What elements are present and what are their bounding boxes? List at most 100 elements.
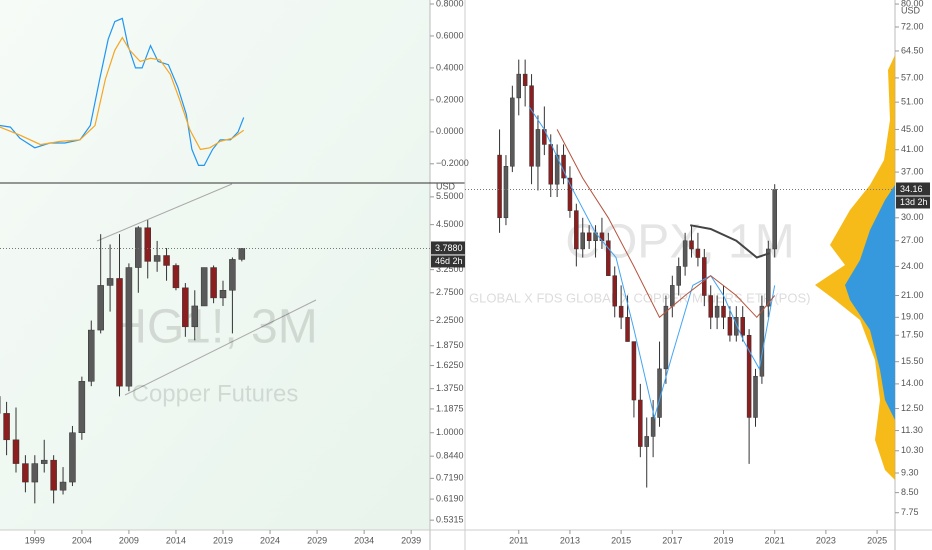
volume-profile bbox=[815, 55, 895, 480]
candle-body bbox=[759, 305, 765, 377]
x-tick-label: 1999 bbox=[25, 535, 45, 545]
moving-average bbox=[690, 224, 770, 259]
x-tick-label: 2004 bbox=[72, 535, 92, 545]
candle-body bbox=[670, 285, 675, 307]
candle-body bbox=[734, 317, 739, 336]
candle-body bbox=[78, 381, 86, 433]
left-pane-bg bbox=[0, 0, 430, 530]
candle-body bbox=[586, 232, 592, 241]
x-tick-label: 2039 bbox=[401, 535, 421, 545]
candle-body bbox=[97, 285, 104, 331]
candle-body bbox=[163, 255, 170, 266]
y-tick-label: 5.5000 bbox=[436, 191, 464, 201]
x-tick-label: 2021 bbox=[765, 535, 785, 545]
candle-body bbox=[746, 334, 752, 418]
x-tick-label: 2014 bbox=[166, 535, 186, 545]
candle-body bbox=[106, 278, 114, 286]
last-price-box bbox=[896, 182, 930, 196]
countdown-box bbox=[896, 196, 930, 209]
candle-body bbox=[12, 439, 20, 464]
candle-body bbox=[503, 166, 509, 219]
y-tick-label: 0.8000 bbox=[436, 0, 464, 8]
x-tick-label: 2019 bbox=[713, 535, 733, 545]
countdown-label: 46d 2h bbox=[435, 256, 463, 266]
y-tick-label: 1.1875 bbox=[436, 403, 464, 413]
y-tick-label: 64.50 bbox=[901, 45, 924, 55]
y-tick-label: 4.5000 bbox=[436, 219, 464, 229]
candle-body bbox=[567, 177, 573, 211]
x-tick-label: 2015 bbox=[611, 535, 631, 545]
y-tick-label: 1.3750 bbox=[436, 383, 464, 393]
y-tick-label: 1.8750 bbox=[436, 340, 464, 350]
y-tick-label: 3.2500 bbox=[436, 264, 464, 274]
candle-body bbox=[554, 154, 560, 185]
candle-body bbox=[116, 278, 123, 387]
x-tick-label: 2034 bbox=[354, 535, 374, 545]
candle-body bbox=[182, 287, 189, 328]
last-price-label: 34.16 bbox=[900, 184, 923, 194]
candle-body bbox=[31, 463, 39, 483]
y-tick-label: 21.00 bbox=[901, 290, 924, 300]
candle-body bbox=[702, 257, 707, 296]
candle-body bbox=[772, 189, 777, 250]
candle-body bbox=[618, 305, 624, 318]
y-tick-label: 15.50 bbox=[901, 356, 924, 366]
candle-body bbox=[135, 227, 142, 268]
candle-body bbox=[210, 267, 217, 299]
candle-body bbox=[50, 459, 57, 491]
y-tick-label: 17.50 bbox=[901, 330, 924, 340]
y-tick-label: 8.50 bbox=[901, 487, 919, 497]
y-tick-label: 51.00 bbox=[901, 97, 924, 107]
candle-body bbox=[663, 305, 669, 370]
x-tick-label: 2017 bbox=[662, 535, 682, 545]
candle-body bbox=[714, 305, 720, 318]
watermark-title: COPX, 1M bbox=[565, 216, 794, 269]
countdown-label: 13d 2h bbox=[900, 197, 928, 207]
candle-body bbox=[144, 227, 151, 262]
y-tick-label: 11.30 bbox=[901, 425, 923, 435]
x-tick-label: 2019 bbox=[213, 535, 233, 545]
candle-body bbox=[88, 329, 95, 382]
y-tick-label: −0.2000 bbox=[436, 158, 469, 168]
moving-average bbox=[528, 106, 776, 420]
y-tick-label: 14.00 bbox=[901, 378, 924, 388]
candle-body bbox=[606, 240, 611, 276]
watermark-title: HG1!, 3M bbox=[112, 301, 317, 354]
candle-body bbox=[69, 432, 76, 483]
candle-body bbox=[727, 317, 733, 336]
x-tick-label: 2023 bbox=[816, 535, 836, 545]
last-price-label: 3.7880 bbox=[435, 243, 463, 253]
candle-body bbox=[522, 73, 528, 86]
y-tick-label: 27.00 bbox=[901, 235, 924, 245]
y-tick-label: 0.7190 bbox=[436, 473, 464, 483]
unit-label: USD bbox=[436, 181, 456, 191]
candle-body bbox=[650, 417, 656, 437]
candle-body bbox=[153, 255, 161, 262]
candle-body bbox=[574, 210, 579, 250]
candle-body bbox=[740, 317, 745, 336]
candle-body bbox=[3, 413, 10, 441]
candle-body bbox=[510, 97, 515, 167]
candle-body bbox=[721, 305, 726, 318]
y-tick-label: 45.00 bbox=[901, 124, 924, 134]
moving-average bbox=[556, 129, 776, 319]
x-tick-label: 2025 bbox=[867, 535, 887, 545]
y-tick-label: 72.00 bbox=[901, 21, 924, 31]
y-tick-label: 1.0000 bbox=[436, 427, 464, 437]
candle-body bbox=[580, 232, 585, 250]
y-tick-label: 0.2000 bbox=[436, 94, 464, 104]
unit-label: USD bbox=[901, 5, 921, 15]
y-tick-label: 24.00 bbox=[901, 261, 924, 271]
x-tick-label: 2029 bbox=[307, 535, 327, 545]
y-tick-label: 0.4000 bbox=[436, 62, 464, 72]
candle-body bbox=[516, 73, 521, 99]
candle-body bbox=[497, 154, 502, 219]
y-tick-label: 0.8440 bbox=[436, 451, 464, 461]
y-tick-label: 1.6250 bbox=[436, 360, 464, 370]
candle-body bbox=[638, 399, 643, 447]
line-series bbox=[0, 36, 245, 151]
line-series bbox=[0, 17, 245, 166]
y-tick-label: 80.00 bbox=[901, 0, 924, 8]
y-tick-label: 57.00 bbox=[901, 72, 924, 82]
y-tick-label: 19.00 bbox=[901, 312, 924, 322]
